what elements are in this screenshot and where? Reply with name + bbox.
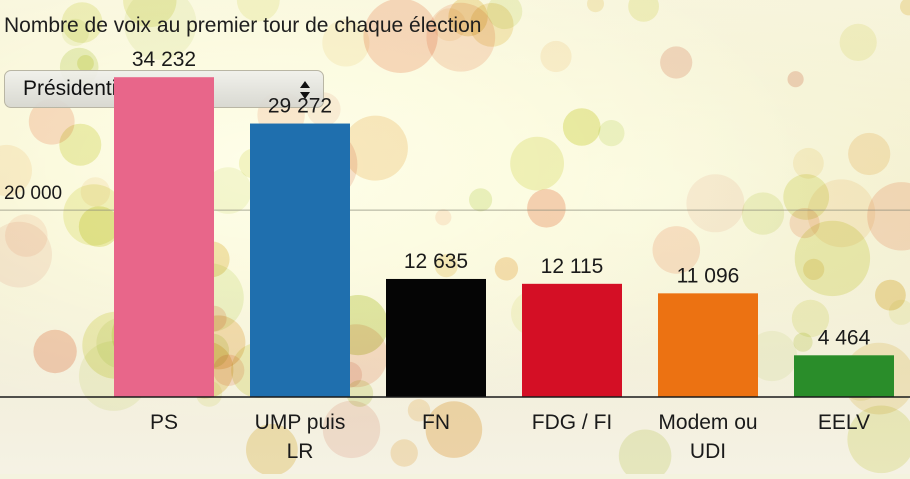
bokeh-circle [618, 429, 672, 479]
bar-value-label: 34 232 [132, 48, 196, 71]
bar [794, 355, 894, 397]
bokeh-circle [839, 23, 877, 61]
chart-title: Nombre de voix au premier tour de chaque… [4, 14, 482, 37]
bokeh-circle [494, 257, 519, 281]
bokeh-circle [5, 214, 48, 257]
bar [250, 123, 350, 397]
bokeh-circle [803, 258, 825, 280]
category-label: FDG / FI [532, 411, 613, 434]
bokeh-circle [322, 400, 381, 459]
bokeh-circle [0, 144, 32, 197]
bar [386, 278, 486, 397]
bokeh-circle [875, 279, 906, 311]
bokeh-circle [791, 299, 830, 338]
bokeh-circle [77, 55, 94, 72]
bokeh-circle [741, 192, 785, 235]
bar-value-label: 29 272 [268, 95, 332, 118]
up-down-arrows-icon [300, 81, 310, 99]
bokeh-circle [848, 132, 891, 176]
bar-value-label: 11 096 [677, 264, 740, 287]
bokeh-circle [63, 184, 125, 246]
bar-value-label: 12 115 [541, 255, 604, 278]
bokeh-circle [246, 423, 298, 476]
bokeh-circle [807, 179, 876, 248]
bokeh-circle [900, 0, 910, 16]
bokeh-circle [469, 188, 493, 212]
bokeh-circle [527, 189, 566, 228]
bokeh-circle [435, 209, 452, 226]
bokeh-circle [847, 405, 910, 474]
bokeh-circle [204, 167, 252, 214]
bokeh-circle [363, 0, 438, 73]
bokeh-circle [123, 0, 177, 28]
bokeh-circle [540, 40, 572, 73]
bokeh-circle [562, 108, 601, 146]
bokeh-circle [793, 147, 824, 179]
gridline-label: 20 000 [4, 183, 62, 204]
bar [658, 293, 758, 397]
bokeh-circle [867, 182, 910, 251]
bokeh-circle [628, 0, 659, 22]
bokeh-circle [28, 98, 75, 145]
bokeh-circle [407, 399, 431, 422]
bokeh-circle [342, 115, 408, 181]
bokeh-circle [425, 401, 483, 458]
category-label: EELV [818, 411, 870, 434]
bokeh-circle [587, 0, 604, 13]
bokeh-circle [652, 226, 701, 274]
category-label: Modem ou UDI [658, 411, 757, 463]
bokeh-circle [322, 19, 370, 67]
bokeh-circle [746, 330, 798, 382]
bar-value-label: 4 464 [818, 326, 871, 349]
bar [522, 283, 622, 397]
bokeh-circle [469, 3, 514, 47]
bokeh-circle [434, 254, 458, 278]
bokeh-circle [787, 71, 804, 88]
bokeh-circle [510, 136, 564, 191]
category-label: FN [422, 411, 450, 434]
bokeh-circle [236, 0, 280, 22]
bokeh-circle [660, 46, 693, 79]
category-label: PS [150, 411, 178, 434]
bokeh-circle [33, 329, 77, 374]
bar [114, 77, 214, 397]
bokeh-circle [390, 439, 418, 467]
bokeh-circle [61, 18, 89, 46]
bar-value-label: 12 635 [404, 250, 468, 273]
bokeh-circle [686, 174, 745, 233]
bokeh-circle [793, 332, 813, 352]
bokeh-circle [598, 120, 625, 147]
category-label: UMP puis LR [255, 411, 346, 463]
